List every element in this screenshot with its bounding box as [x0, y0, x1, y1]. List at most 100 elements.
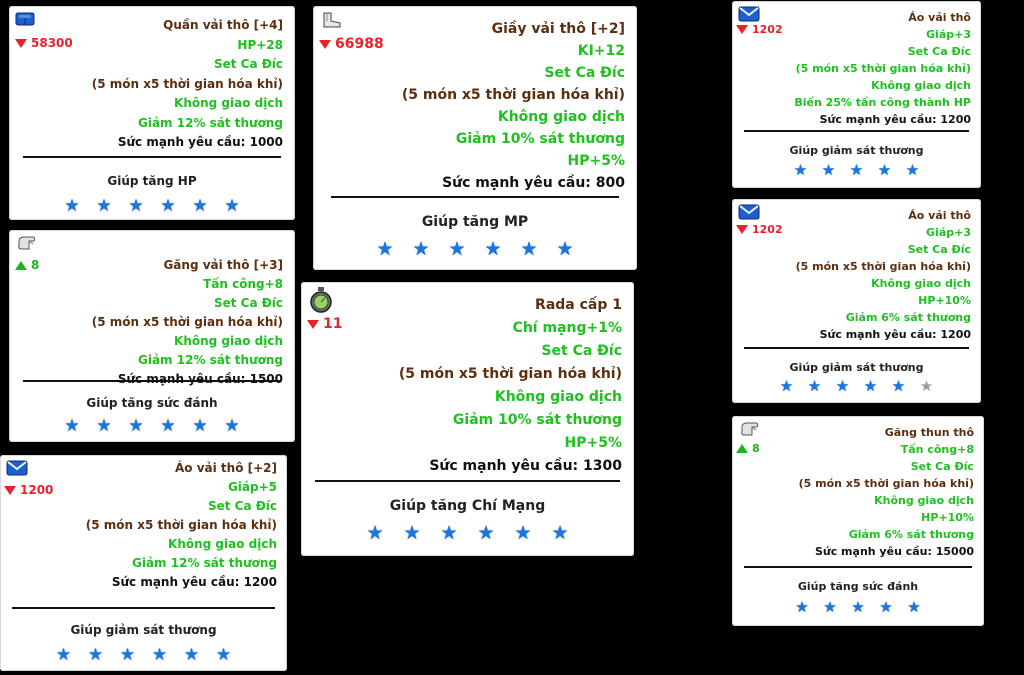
star-filled-icon: ★ [779, 377, 794, 395]
star-rating: ★ ★ ★ ★ ★ [732, 598, 984, 616]
star-filled-icon: ★ [192, 196, 208, 216]
stat-line: Sức mạnh yêu cầu: 1000 [117, 135, 283, 149]
item-effect-caption: Giúp tăng sức đánh [797, 580, 919, 593]
star-filled-icon: ★ [877, 161, 892, 179]
item-tooltip-card: 1202 Áo vải thô Giáp+3 Set Ca Đíc (5 món x5 … [732, 1, 981, 188]
item-stats: Găng vải thô [+3] Tấn công+8 Set Ca Đíc (5 … [92, 256, 283, 389]
star-filled-icon: ★ [863, 377, 878, 395]
star-filled-icon: ★ [849, 161, 864, 179]
star-filled-icon: ★ [96, 196, 112, 216]
stat-line: HP+10% [918, 294, 971, 307]
star-filled-icon: ★ [879, 598, 893, 616]
star-filled-icon: ★ [795, 598, 809, 616]
item-effect-caption: Giúp tăng HP [107, 174, 197, 188]
item-name: Áo vải thô [908, 209, 971, 222]
star-filled-icon: ★ [55, 645, 72, 665]
stat-line: Không giao dịch [871, 79, 971, 92]
item-stats: Áo vải thô [+2] Giáp+5 Set Ca Đíc (5 món x5… [86, 459, 277, 592]
stat-line: Không giao dịch [174, 96, 283, 110]
star-filled-icon: ★ [151, 645, 168, 665]
star-filled-icon: ★ [87, 645, 104, 665]
arrow-down-icon [736, 225, 748, 234]
stat-line: (5 món x5 thời gian hóa khỉ) [795, 260, 971, 273]
divider [315, 480, 620, 482]
price-change: 8 [736, 442, 760, 455]
star-rating: ★ ★ ★ ★ ★ ★ [301, 522, 634, 544]
stat-line: Giảm 12% sát thương [138, 115, 283, 130]
price-change: 1202 [736, 23, 783, 36]
star-filled-icon: ★ [514, 522, 532, 544]
stat-line: Sức mạnh yêu cầu: 1200 [819, 113, 971, 126]
divider [12, 607, 275, 609]
star-filled-icon: ★ [448, 238, 466, 260]
stat-line: Biến 25% tấn công thành HP [794, 96, 971, 109]
item-tooltip-card: 1200 Áo vải thô [+2] Giáp+5 Set Ca Đíc (5 mó… [0, 455, 287, 671]
stat-line: Set Ca Đíc [213, 296, 283, 310]
star-rating: ★ ★ ★ ★ ★ ★ [9, 196, 295, 216]
divider [23, 380, 281, 382]
star-rating: ★ ★ ★ ★ ★ ★ [0, 645, 287, 665]
price-change: 1202 [736, 223, 783, 236]
star-filled-icon: ★ [224, 416, 240, 436]
stat-line: Giảm 6% sát thương [845, 311, 971, 324]
stat-line: Giáp+3 [926, 226, 971, 239]
price-value: 58300 [31, 36, 73, 50]
item-name: Áo vải thô [908, 11, 971, 24]
price-value: 8 [752, 442, 760, 455]
star-filled-icon: ★ [905, 161, 920, 179]
price-value: 11 [323, 316, 343, 332]
star-filled-icon: ★ [96, 416, 112, 436]
stat-line: Tấn công+8 [900, 443, 974, 456]
stat-line: (5 món x5 thời gian hóa khỉ) [91, 315, 283, 329]
star-filled-icon: ★ [793, 161, 808, 179]
stat-line: KI+12 [577, 43, 625, 59]
stat-line: Giảm 12% sát thương [138, 353, 283, 367]
stat-line: Set Ca Đíc [541, 343, 622, 359]
star-filled-icon: ★ [366, 522, 384, 544]
star-filled-icon: ★ [160, 416, 176, 436]
star-filled-icon: ★ [128, 196, 144, 216]
arrow-down-icon [307, 319, 319, 329]
star-filled-icon: ★ [807, 377, 822, 395]
star-rating: ★ ★ ★ ★ ★ ★ [9, 416, 295, 436]
glove-icon [738, 421, 760, 443]
item-effect-caption: Giúp tăng sức đánh [86, 396, 218, 410]
radar-icon [309, 287, 333, 317]
stat-line: (5 món x5 thời gian hóa khỉ) [795, 62, 971, 75]
pants-icon [15, 11, 35, 31]
stat-line: Không giao dịch [874, 494, 974, 507]
stat-line: Giảm 10% sát thương [455, 131, 625, 147]
star-filled-icon: ★ [192, 416, 208, 436]
item-tooltip-card: 8 Găng thun thô Tấn công+8 Set Ca Đíc (5 món… [732, 416, 984, 626]
star-filled-icon: ★ [412, 238, 430, 260]
arrow-down-icon [15, 38, 27, 48]
arrow-up-icon [736, 444, 748, 453]
divider [331, 196, 619, 198]
price-value: 1200 [20, 483, 54, 497]
arrow-down-icon [736, 25, 748, 34]
price-change: 58300 [15, 36, 73, 50]
item-effect-caption: Giúp giảm sát thương [789, 361, 924, 374]
item-stats: Áo vải thô Giáp+3 Set Ca Đíc (5 món x5 thời… [796, 207, 971, 343]
star-filled-icon: ★ [551, 522, 569, 544]
star-empty-icon: ★ [919, 377, 934, 395]
divider [744, 347, 969, 349]
stat-line: Giáp+5 [227, 480, 277, 494]
star-filled-icon: ★ [484, 238, 502, 260]
stat-line: (5 món x5 thời gian hóa khỉ) [398, 366, 622, 382]
item-stats: Găng thun thô Tấn công+8 Set Ca Đíc (5 món … [799, 424, 974, 560]
item-name: Giầy vải thô [+2] [491, 21, 625, 37]
star-filled-icon: ★ [851, 598, 865, 616]
stat-line: Tấn công+8 [203, 277, 283, 291]
price-value: 1202 [752, 23, 783, 36]
price-change: 8 [15, 258, 39, 272]
item-effect-caption: Giúp giảm sát thương [70, 623, 217, 637]
star-rating: ★ ★ ★ ★ ★ ★ [732, 377, 981, 395]
shoe-icon [321, 11, 343, 33]
star-filled-icon: ★ [64, 196, 80, 216]
star-filled-icon: ★ [835, 377, 850, 395]
arrow-down-icon [319, 39, 331, 49]
stat-line: Set Ca Đíc [544, 65, 625, 81]
stat-line: Sức mạnh yêu cầu: 1300 [429, 458, 622, 474]
divider [23, 156, 281, 158]
